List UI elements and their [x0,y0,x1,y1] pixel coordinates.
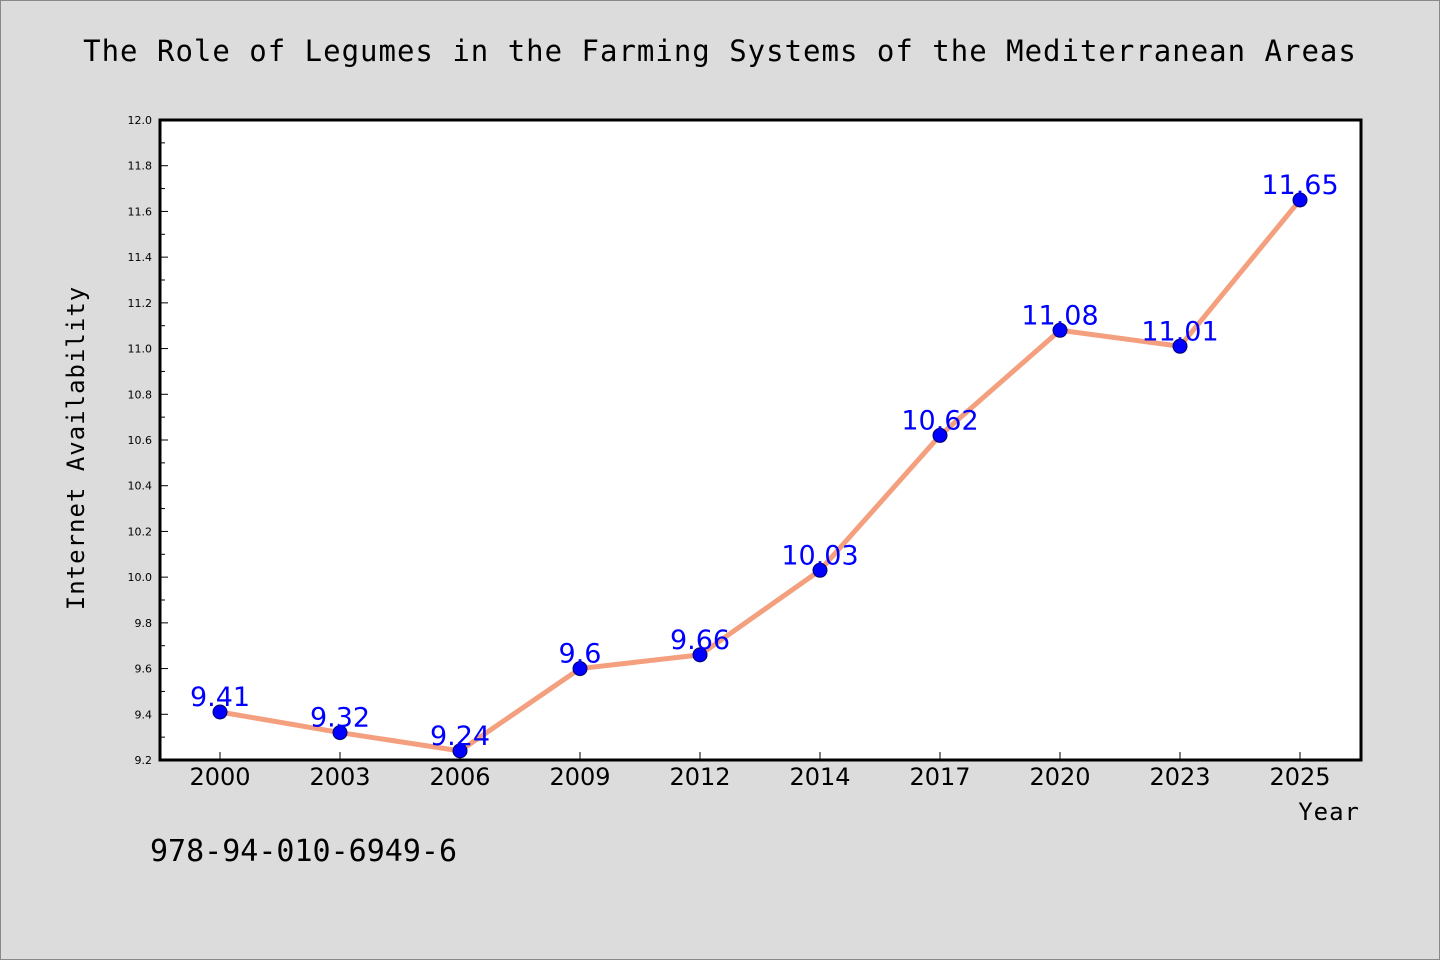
y-tick-label: 11.6 [128,205,153,218]
y-tick-label: 10.2 [128,525,153,538]
caption-text: 978-94-010-6949-6 [150,834,458,869]
y-tick-label: 11.8 [128,160,153,173]
x-tick-label: 2017 [909,763,970,791]
data-label: 9.24 [430,721,490,752]
data-label: 11.01 [1141,316,1218,347]
y-tick-label: 10.8 [128,388,153,401]
series-markers [212,192,1308,759]
data-label: 9.41 [190,682,250,713]
data-point [692,647,708,663]
data-label: 9.32 [310,703,370,734]
x-axis-ticks: 2000 2003 2006 2009 2012 2014 2017 2020 2023 2025 [189,752,1331,791]
y-tick-label: 9.4 [135,708,153,721]
data-point [1172,338,1188,354]
data-point [212,704,228,720]
x-axis-label: Year [1298,798,1360,826]
chart-title: The Role of Legumes in the Farming Syste… [83,34,1357,68]
data-point [1292,192,1308,208]
x-tick-label: 2014 [789,763,850,791]
y-axis-ticks: 9.2 9.4 9.6 9.8 10.0 10.2 10.4 10.6 10.8 11.0 11.2… [128,114,168,767]
series-line-path [217,197,1303,754]
plot-area [158,118,1363,762]
data-point [452,743,468,759]
data-label: 9.6 [559,639,602,670]
y-tick-label: 10.4 [128,480,153,493]
x-tick-label: 2020 [1029,763,1090,791]
x-tick-label: 2009 [549,763,610,791]
data-label: 10.03 [781,540,858,571]
data-point [332,725,348,741]
y-tick-label: 11.2 [128,297,153,310]
y-tick-label: 9.8 [135,617,153,630]
data-label: 9.66 [670,625,730,656]
y-tick-label: 11.0 [128,343,153,356]
y-tick-label: 11.4 [128,251,153,264]
data-label: 11.08 [1021,300,1098,331]
y-axis-label: Internet Availability [62,286,90,610]
data-labels: 9.41 9.32 9.24 9.6 9.66 10.03 10.62 11.08 11.01 1… [190,170,1339,752]
data-point [932,427,948,443]
x-tick-label: 2003 [309,763,370,791]
x-tick-label: 2023 [1149,763,1210,791]
x-tick-label: 2006 [429,763,490,791]
data-point [1052,322,1068,338]
series-line [217,197,1303,754]
y-tick-label: 9.6 [135,663,153,676]
x-tick-label: 2012 [669,763,730,791]
data-point [572,661,588,677]
y-tick-label: 10.6 [128,434,153,447]
x-tick-label: 2025 [1269,763,1330,791]
x-tick-label: 2000 [189,763,250,791]
y-tick-label: 12.0 [128,114,153,127]
y-tick-label: 10.0 [128,571,153,584]
y-tick-label: 9.2 [135,754,153,767]
data-label: 10.62 [901,405,978,436]
data-point [812,562,828,578]
data-label: 11.65 [1261,170,1338,201]
